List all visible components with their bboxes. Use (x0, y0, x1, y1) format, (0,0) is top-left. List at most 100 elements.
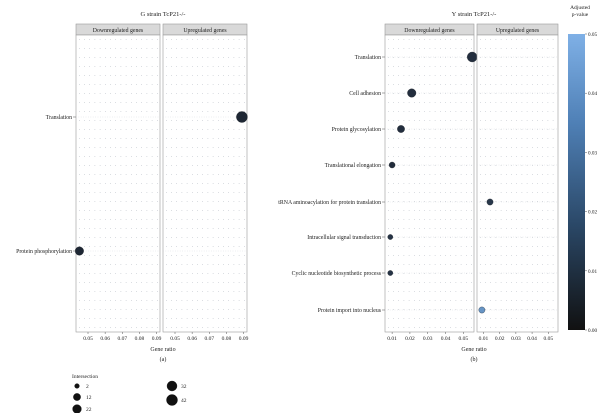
grid-dot (537, 255, 538, 256)
grid-dot (115, 246, 116, 247)
grid-dot (171, 66, 172, 67)
grid-dot (460, 318, 462, 319)
grid-dot (89, 138, 90, 139)
grid-dot (408, 120, 410, 121)
grid-dot (490, 309, 491, 310)
grid-dot (429, 201, 431, 202)
grid-dot (202, 210, 203, 211)
grid-dot (176, 183, 177, 184)
grid-dot (434, 102, 436, 103)
grid-dot (223, 201, 224, 202)
grid-dot (398, 66, 399, 67)
grid-dot (202, 111, 203, 112)
grid-dot (388, 57, 389, 58)
grid-dot (228, 165, 229, 166)
grid-dot (398, 273, 399, 274)
grid-dot (141, 48, 142, 49)
grid-dot (450, 300, 451, 301)
grid-dot (84, 57, 85, 58)
grid-dot (526, 291, 528, 292)
grid-dot (89, 93, 90, 94)
grid-dot (176, 111, 177, 112)
x-tick-label: 0.05 (83, 336, 93, 342)
grid-dot (186, 147, 188, 148)
grid-dot (455, 309, 457, 310)
grid-dot (537, 327, 538, 328)
grid-dot (192, 66, 193, 67)
grid-dot (212, 309, 214, 310)
grid-dot (212, 219, 214, 220)
grid-dot (450, 156, 451, 157)
data-point (397, 125, 405, 133)
grid-dot (157, 318, 158, 319)
grid-dot (537, 282, 538, 283)
grid-dot (207, 192, 209, 193)
grid-dot (429, 147, 431, 148)
grid-dot (105, 219, 106, 220)
grid-dot (181, 210, 183, 211)
grid-dot (166, 129, 167, 130)
grid-dot (398, 165, 399, 166)
grid-dot (440, 318, 441, 319)
grid-dot (146, 309, 148, 310)
grid-dot (212, 210, 214, 211)
grid-dot (485, 291, 486, 292)
grid-dot (506, 156, 507, 157)
grid-dot (141, 174, 142, 175)
grid-dot (521, 93, 523, 94)
grid-dot (115, 156, 116, 157)
grid-dot (429, 300, 431, 301)
grid-dot (414, 84, 415, 85)
grid-dot (151, 201, 153, 202)
grid-dot (197, 39, 198, 40)
grid-dot (450, 246, 451, 247)
grid-dot (120, 318, 122, 319)
grid-dot (485, 111, 486, 112)
grid-dot (110, 192, 111, 193)
grid-dot (228, 75, 229, 76)
grid-dot (110, 327, 111, 328)
grid-dot (146, 327, 148, 328)
grid-dot (212, 156, 214, 157)
grid-dot (197, 237, 198, 238)
grid-dot (186, 282, 188, 283)
grid-dot (202, 282, 203, 283)
grid-dot (244, 300, 245, 301)
grid-dot (537, 264, 538, 265)
grid-dot (403, 273, 405, 274)
grid-dot (445, 201, 446, 202)
grid-dot (434, 48, 436, 49)
grid-dot (84, 183, 85, 184)
grid-dot (419, 300, 420, 301)
grid-dot (471, 120, 472, 121)
size-legend-label: 2 (86, 384, 89, 390)
grid-dot (223, 246, 224, 247)
grid-dot (485, 39, 486, 40)
grid-dot (228, 228, 229, 229)
grid-dot (207, 246, 209, 247)
grid-dot (115, 228, 116, 229)
y-term-label: Cell adhesion (349, 91, 381, 97)
grid-dot (110, 246, 111, 247)
grid-dot (79, 237, 80, 238)
grid-dot (506, 165, 507, 166)
grid-dot (94, 75, 96, 76)
grid-dot (207, 129, 209, 130)
x-tick-label: 0.05 (543, 336, 553, 342)
grid-dot (202, 318, 203, 319)
grid-dot (398, 111, 399, 112)
grid-dot (542, 165, 543, 166)
grid-dot (99, 300, 101, 301)
grid-dot (480, 246, 481, 247)
grid-dot (490, 156, 491, 157)
x-tick-label: 0.04 (527, 336, 537, 342)
grid-dot (434, 138, 436, 139)
grid-dot (207, 84, 209, 85)
grid-dot (511, 327, 512, 328)
grid-dot (146, 66, 148, 67)
grid-dot (79, 39, 80, 40)
grid-dot (228, 246, 229, 247)
grid-dot (94, 282, 96, 283)
grid-dot (388, 165, 389, 166)
grid-dot (471, 147, 472, 148)
